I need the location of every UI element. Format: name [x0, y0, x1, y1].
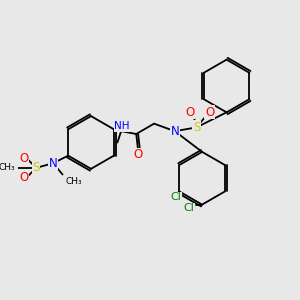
Text: O: O	[19, 152, 28, 165]
Text: S: S	[32, 161, 40, 174]
Text: O: O	[205, 106, 214, 119]
Text: Cl: Cl	[170, 192, 181, 202]
Text: O: O	[134, 148, 143, 161]
Text: O: O	[19, 171, 28, 184]
Text: S: S	[193, 121, 200, 134]
Text: Cl: Cl	[184, 203, 194, 213]
Text: N: N	[49, 157, 58, 170]
Text: CH₃: CH₃	[65, 177, 82, 186]
Text: CH₃: CH₃	[0, 164, 16, 172]
Text: NH: NH	[114, 122, 130, 131]
Text: N: N	[170, 125, 179, 138]
Text: O: O	[185, 106, 194, 119]
